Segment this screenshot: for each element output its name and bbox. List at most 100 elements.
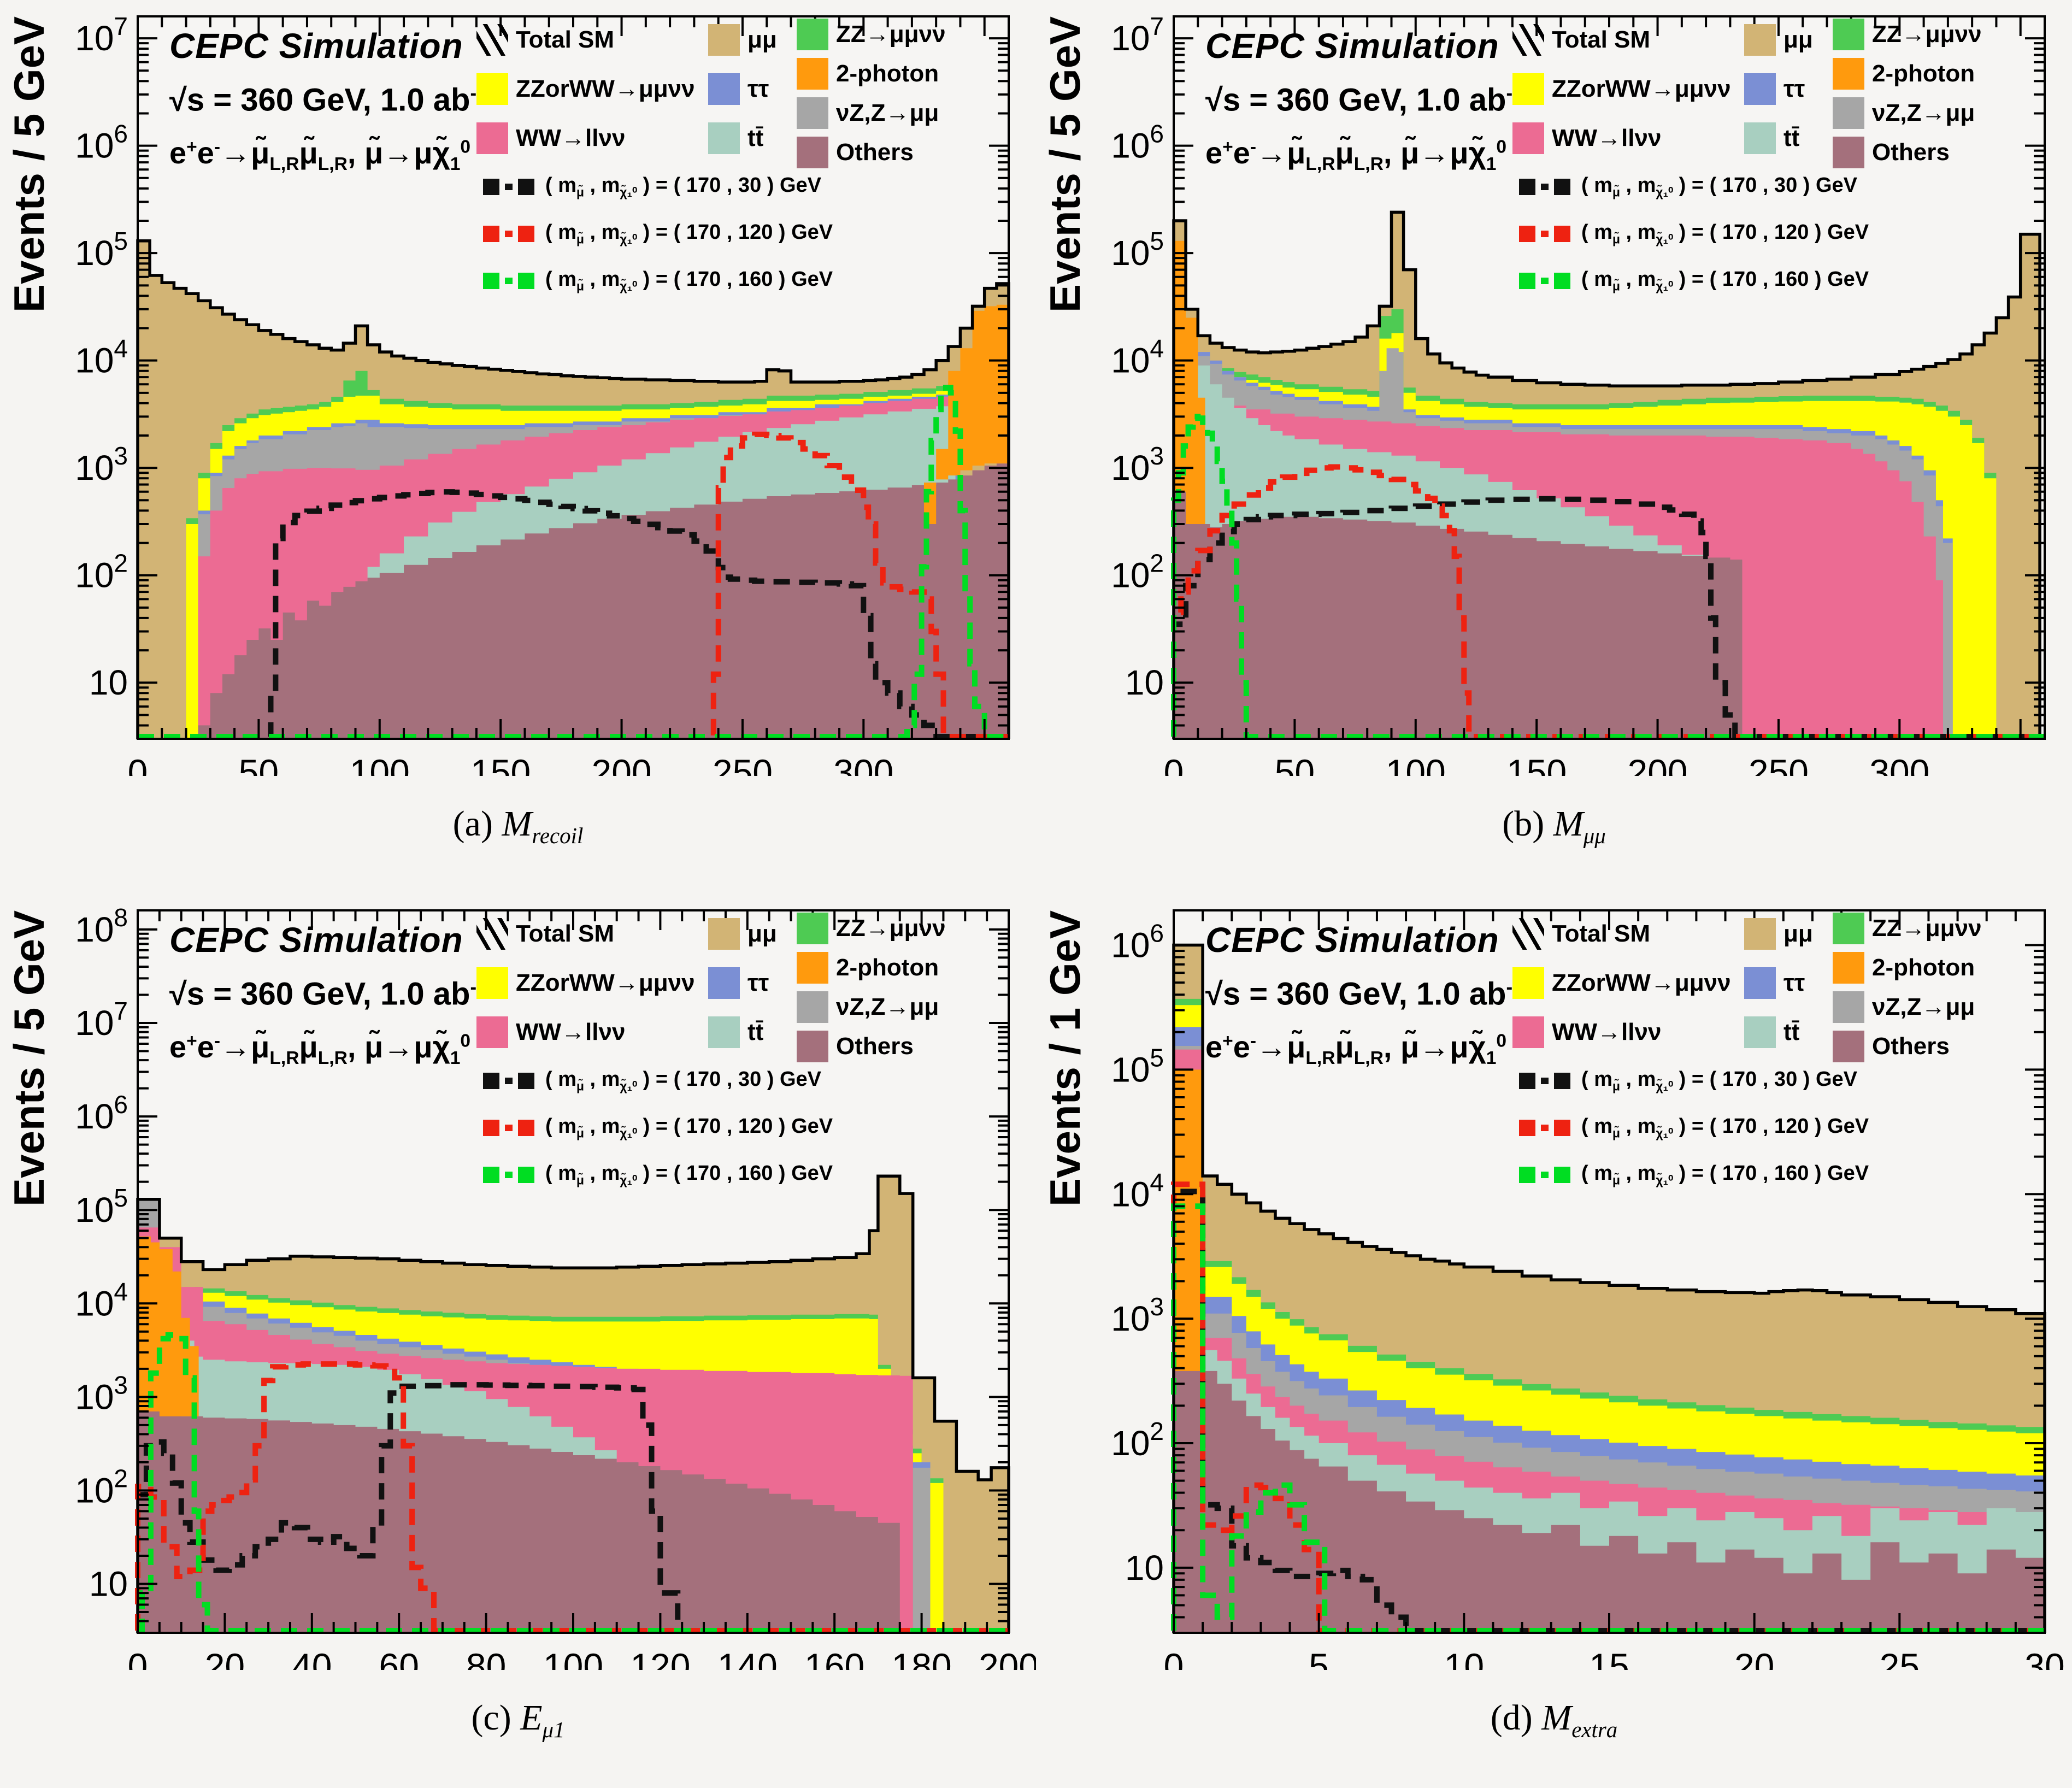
caption-d: (d) Mextra	[1036, 1697, 2072, 1743]
ytick-10e7: 107	[75, 997, 128, 1043]
ytick-10e6: 106	[1111, 120, 1164, 166]
y-axis-title-b: Events / 5 GeV	[1041, 16, 1089, 313]
svg-text:10: 10	[1444, 1646, 1484, 1670]
signal-sig120-c	[135, 1361, 1009, 1633]
signal-sig30-b	[1171, 496, 2045, 739]
svg-text:30: 30	[2024, 1646, 2064, 1670]
svg-text:200: 200	[979, 1646, 1036, 1670]
svg-text:120: 120	[630, 1646, 690, 1670]
ytick-10e3: 103	[1111, 1292, 1164, 1338]
svg-text:100: 100	[1386, 752, 1446, 776]
ytick-10e6: 106	[75, 1090, 128, 1136]
svg-text:0: 0	[1164, 752, 1184, 776]
svg-text:160: 160	[804, 1646, 864, 1670]
svg-text:300: 300	[833, 752, 893, 776]
total-sm-outline-d	[1172, 943, 2046, 1633]
ytick-10e2: 102	[75, 549, 128, 595]
caption-variable: Mextra	[1541, 1698, 1618, 1743]
svg-text:50: 50	[239, 752, 279, 776]
layer-others-a	[198, 463, 1009, 739]
y-axis-title-d: Events / 1 GeV	[1041, 910, 1089, 1207]
caption-a: (a) Mrecoil	[0, 803, 1036, 849]
ytick-10e8: 108	[75, 903, 128, 949]
ytick-10e5: 105	[75, 1184, 128, 1230]
total-sm-outline-b	[1172, 210, 2041, 739]
svg-text:300: 300	[1869, 752, 1929, 776]
panel-mmumu: 0 50 100 150 200 250 300 10 102 103 104 105 106 107 Mμ…	[1036, 0, 2072, 894]
signal-sig160-d	[1171, 1203, 2045, 1633]
svg-text:150: 150	[1506, 752, 1567, 776]
panel-emu1: 0 20 40 60 80 100 120 140 160 180 200 10 102 103 104 10…	[0, 894, 1036, 1788]
svg-text:180: 180	[892, 1646, 952, 1670]
ytick-10e1: 10	[1125, 663, 1164, 702]
caption-variable: Mrecoil	[502, 804, 584, 849]
ytick-10e2: 102	[1111, 549, 1164, 595]
y-axis-title-c: Events / 5 GeV	[5, 910, 53, 1207]
ytick-10e5: 105	[75, 227, 128, 273]
ytick-10e3: 103	[75, 442, 128, 487]
ytick-10e3: 103	[1111, 442, 1164, 487]
signal-sig120-a	[138, 431, 1009, 739]
signal-sig160-b	[1171, 414, 2045, 739]
layer-orange-d	[1174, 1069, 1203, 1371]
svg-text:15: 15	[1589, 1646, 1629, 1670]
panel-mrecoil: 0 50 100 150 200 250 300 10 102 103 104 105 106 107 Mr…	[0, 0, 1036, 894]
svg-text:140: 140	[717, 1646, 778, 1670]
svg-text:60: 60	[379, 1646, 419, 1670]
svg-text:0: 0	[128, 752, 148, 776]
signal-sig160-a	[138, 385, 1009, 739]
caption-index: (c)	[471, 1698, 511, 1738]
panel-mextra: 05101520253010102103104105106Mextra [GeV…	[1036, 894, 2072, 1788]
total-sm-outline-c	[136, 1174, 1010, 1633]
svg-text:250: 250	[1749, 752, 1809, 776]
caption-index: (b)	[1502, 804, 1545, 844]
plot-a: 05010015020025030010102103104105106107Mr…	[0, 0, 1036, 776]
caption-b: (b) Mμμ	[1036, 803, 2072, 849]
svg-text:80: 80	[466, 1646, 506, 1670]
caption-c: (c) Eμ1	[0, 1697, 1036, 1743]
svg-text:150: 150	[470, 752, 531, 776]
ytick-10e1: 10	[89, 1565, 128, 1604]
ytick-10e4: 104	[1111, 334, 1164, 380]
svg-text:5: 5	[1309, 1646, 1329, 1670]
ytick-10e3: 103	[75, 1371, 128, 1416]
caption-index: (d)	[1490, 1698, 1533, 1738]
ytick-10e2: 102	[1111, 1417, 1164, 1463]
svg-text:50: 50	[1275, 752, 1315, 776]
ytick-10e6: 106	[1111, 919, 1164, 965]
plot-d: 05101520253010102103104105106Mextra [GeV…	[1036, 894, 2072, 1670]
signal-sig30-a	[138, 489, 1009, 739]
ytick-10e2: 102	[75, 1464, 128, 1510]
signal-sig30-d	[1171, 1189, 2045, 1633]
plot-b: 05010015020025030010102103104105106107Mμ…	[1036, 0, 2072, 776]
ytick-10e7: 107	[1111, 12, 1164, 58]
caption-index: (a)	[452, 804, 493, 844]
caption-variable: Mμμ	[1553, 804, 1606, 849]
plot-c: 0 20 40 60 80 100 120 140 160 180 200 10 102 103 104 10…	[0, 894, 1036, 1670]
ytick-10e4: 104	[1111, 1168, 1164, 1214]
ytick-10e4: 104	[75, 1277, 128, 1323]
ytick-10e5: 105	[1111, 227, 1164, 273]
svg-text:25: 25	[1880, 1646, 1920, 1670]
ytick-10e1: 10	[89, 663, 128, 702]
total-sm-outline-a	[136, 239, 1010, 739]
layer-others-d	[1174, 1231, 2045, 1633]
layer-orange-a	[924, 304, 1009, 524]
svg-text:100: 100	[543, 1646, 603, 1670]
ytick-10e6: 106	[75, 120, 128, 166]
y-axis-title-a: Events / 5 GeV	[5, 16, 53, 313]
svg-text:40: 40	[292, 1646, 332, 1670]
svg-text:200: 200	[1627, 752, 1687, 776]
svg-text:20: 20	[1734, 1646, 1774, 1670]
svg-text:0: 0	[128, 1646, 148, 1670]
layer-others-c	[138, 1405, 900, 1633]
ytick-10e5: 105	[1111, 1043, 1164, 1089]
svg-text:20: 20	[205, 1646, 245, 1670]
caption-variable: Eμ1	[520, 1698, 565, 1743]
ytick-10e4: 104	[75, 334, 128, 380]
svg-text:250: 250	[713, 752, 773, 776]
svg-text:0: 0	[1164, 1646, 1184, 1670]
svg-text:200: 200	[591, 752, 651, 776]
svg-text:100: 100	[350, 752, 410, 776]
